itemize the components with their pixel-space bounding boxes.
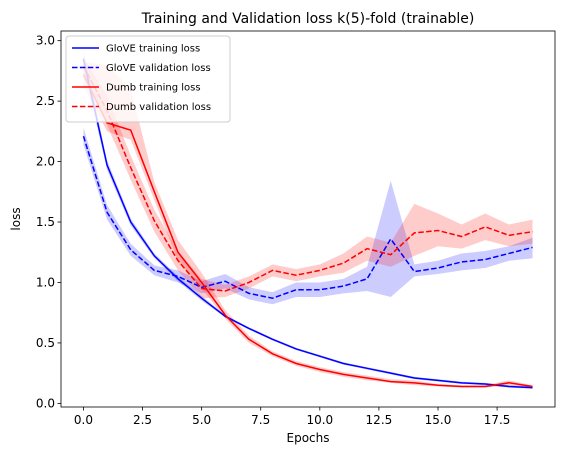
x-axis-label: Epochs (287, 431, 330, 445)
y-tick-label: 2.0 (36, 155, 55, 169)
x-axis: 0.0 2.5 5.0 7.5 10.0 12.5 15.0 17.5 (74, 407, 511, 427)
series-lines (82, 58, 533, 389)
y-axis-label: loss (9, 207, 23, 230)
legend: GloVE training loss GloVE validation loss… (65, 35, 231, 123)
x-tick-label: 7.5 (251, 413, 270, 427)
dumb-validation-loss-band (83, 57, 533, 299)
glove-validation-loss-legend-label: GloVE validation loss (106, 63, 211, 74)
y-tick-label: 0.5 (36, 336, 55, 350)
glove-training-loss-legend-label: GloVE training loss (106, 44, 200, 55)
dumb-validation-loss-line (82, 65, 533, 292)
y-tick-label: 1.5 (36, 215, 55, 229)
x-tick-label: 15.0 (425, 413, 452, 427)
y-axis: 0.0 0.5 1.0 1.5 2.0 2.5 3.0 (36, 34, 61, 410)
x-tick-label: 0.0 (74, 413, 93, 427)
dumb-training-loss-legend-label: Dumb training loss (106, 83, 201, 94)
y-tick-label: 2.5 (36, 94, 55, 108)
x-tick-label: 10.0 (306, 413, 333, 427)
chart-title: Training and Validation loss k(5)-fold (… (141, 11, 475, 27)
dumb-training-loss-line (82, 74, 533, 388)
x-tick-label: 12.5 (366, 413, 393, 427)
x-tick-label: 17.5 (484, 413, 511, 427)
x-tick-label: 2.5 (133, 413, 152, 427)
plot-frame (60, 30, 556, 408)
y-tick-label: 1.0 (36, 275, 55, 289)
dumb-validation-loss-legend-label: Dumb validation loss (106, 102, 211, 113)
glove-validation-loss-line (82, 135, 533, 299)
x-tick-label: 5.0 (192, 413, 211, 427)
glove-training-loss-line (82, 58, 533, 389)
y-tick-label: 0.0 (36, 396, 55, 410)
y-tick-label: 3.0 (36, 34, 55, 48)
legend-box (65, 35, 231, 123)
